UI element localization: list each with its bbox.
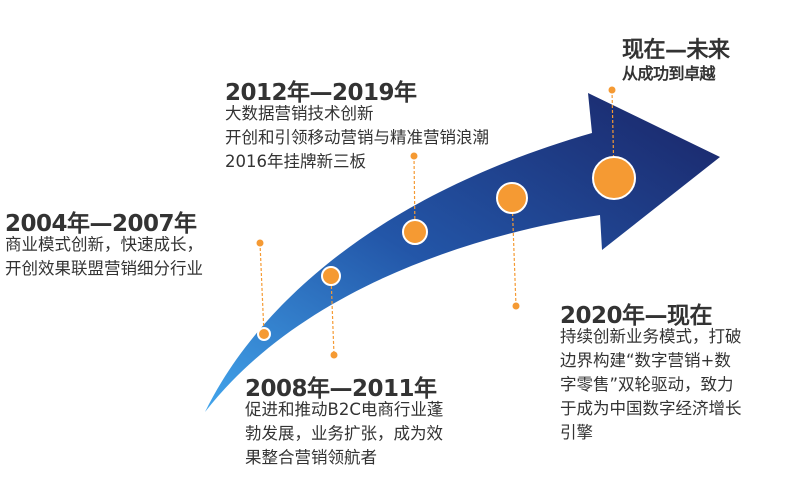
- desc-line: 引擎: [560, 423, 593, 442]
- desc-line: 字零售”双轮驱动，致力: [560, 375, 734, 394]
- period-title-2004: 2004年—2007年: [5, 211, 197, 237]
- desc-line: 开创和引领移动营销与精准营销浪潮: [225, 128, 489, 147]
- desc-line: 2016年挂牌新三板: [225, 152, 366, 171]
- connector-2020: [511, 197, 517, 307]
- milestone-2020: [496, 182, 528, 214]
- desc-line: 大数据营销技术创新: [225, 104, 374, 123]
- future-subtitle: 从成功到卓越: [622, 64, 716, 83]
- period-title-2008: 2008年—2011年: [245, 376, 437, 402]
- period-title-2012: 2012年—2019年: [225, 80, 417, 106]
- desc-line: 边界构建“数字营销+数: [560, 351, 731, 370]
- milestone-2004: [257, 327, 271, 341]
- connector-2012: [413, 155, 416, 233]
- milestone-2008: [321, 266, 341, 286]
- desc-line: 促进和推动B2C电商行业蓬: [245, 400, 444, 419]
- connector-dot: [410, 152, 418, 160]
- desc-line: 开创效果联盟营销细分行业: [5, 259, 203, 278]
- connector-dot: [608, 86, 616, 94]
- desc-line: 勃发展，业务扩张，成为效: [245, 424, 443, 443]
- future-title: 现在—未来: [622, 38, 730, 63]
- period-desc-2004: 商业模式创新，快速成长， 开创效果联盟营销细分行业: [5, 233, 203, 281]
- connector-2004: [259, 242, 265, 335]
- connector-dot: [256, 239, 264, 247]
- period-desc-2012: 大数据营销技术创新 开创和引领移动营销与精准营销浪潮 2016年挂牌新三板: [225, 102, 489, 174]
- connector-2008: [330, 275, 335, 356]
- connector-dot: [330, 351, 338, 359]
- desc-line: 商业模式创新，快速成长，: [5, 235, 203, 254]
- connector-dot: [512, 302, 520, 310]
- desc-line: 持续创新业务模式，打破: [560, 327, 742, 346]
- growth-arrow: [205, 93, 720, 412]
- period-desc-2020: 持续创新业务模式，打破 边界构建“数字营销+数 字零售”双轮驱动，致力 于成为中…: [560, 325, 742, 445]
- desc-line: 于成为中国数字经济增长: [560, 399, 742, 418]
- period-desc-2008: 促进和推动B2C电商行业蓬 勃发展，业务扩张，成为效 果整合营销领航者: [245, 398, 443, 470]
- period-title-2020: 2020年—现在: [560, 303, 713, 329]
- milestone-2012: [402, 219, 428, 245]
- milestone-future: [592, 156, 636, 200]
- desc-line: 果整合营销领航者: [245, 448, 377, 467]
